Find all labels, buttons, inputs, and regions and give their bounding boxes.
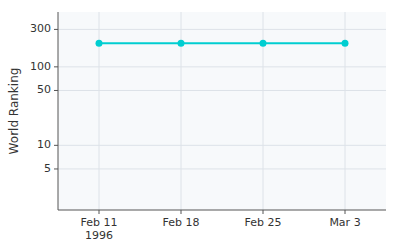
marks	[96, 40, 349, 47]
x-tick-label-line: Feb 11	[81, 216, 118, 229]
y-tick-label: 50	[37, 83, 51, 96]
x-tick	[99, 210, 100, 214]
x-tick-label-line: Feb 25	[245, 216, 282, 229]
y-grid-line	[58, 66, 386, 67]
x-tick-label: Feb 25	[245, 216, 282, 229]
y-tick-label: 10	[37, 138, 51, 151]
y-tick-label: 300	[30, 22, 51, 35]
y-tick	[54, 145, 58, 146]
x-tick-label-line: 1996	[85, 229, 113, 242]
x-tick	[345, 210, 346, 214]
y-grid-line	[58, 90, 386, 91]
y-tick	[54, 90, 58, 91]
y-tick-label: 100	[30, 60, 51, 73]
y-tick	[54, 66, 58, 67]
x-tick	[263, 210, 264, 214]
data-point	[342, 40, 349, 47]
y-axis-label: World Ranking	[7, 68, 21, 155]
data-point	[178, 40, 185, 47]
x-tick-label: Mar 3	[329, 216, 360, 229]
data-point	[96, 40, 103, 47]
x-tick	[181, 210, 182, 214]
x-tick-label: Feb 18	[163, 216, 200, 229]
x-tick-label-line: Feb 18	[163, 216, 200, 229]
plot-background	[58, 12, 386, 210]
grid	[58, 12, 386, 210]
x-axis-line	[58, 210, 386, 211]
x-tick-label-line: Mar 3	[329, 216, 360, 229]
y-grid-line	[58, 168, 386, 169]
y-grid-line	[58, 29, 386, 30]
y-tick	[54, 29, 58, 30]
y-axis-line	[58, 12, 59, 210]
chart-container: 5 10 50 100 300 Feb 111996 Feb 18 Feb 25 Mar 3 Wo…	[0, 0, 400, 250]
y-tick-label: 5	[44, 162, 51, 175]
x-tick-label: Feb 111996	[81, 216, 118, 242]
data-point	[260, 40, 267, 47]
y-grid-line	[58, 145, 386, 146]
data-line	[99, 42, 345, 44]
y-tick	[54, 168, 58, 169]
chart-svg: 5 10 50 100 300 Feb 111996 Feb 18 Feb 25 Mar 3 Wo…	[0, 0, 400, 250]
